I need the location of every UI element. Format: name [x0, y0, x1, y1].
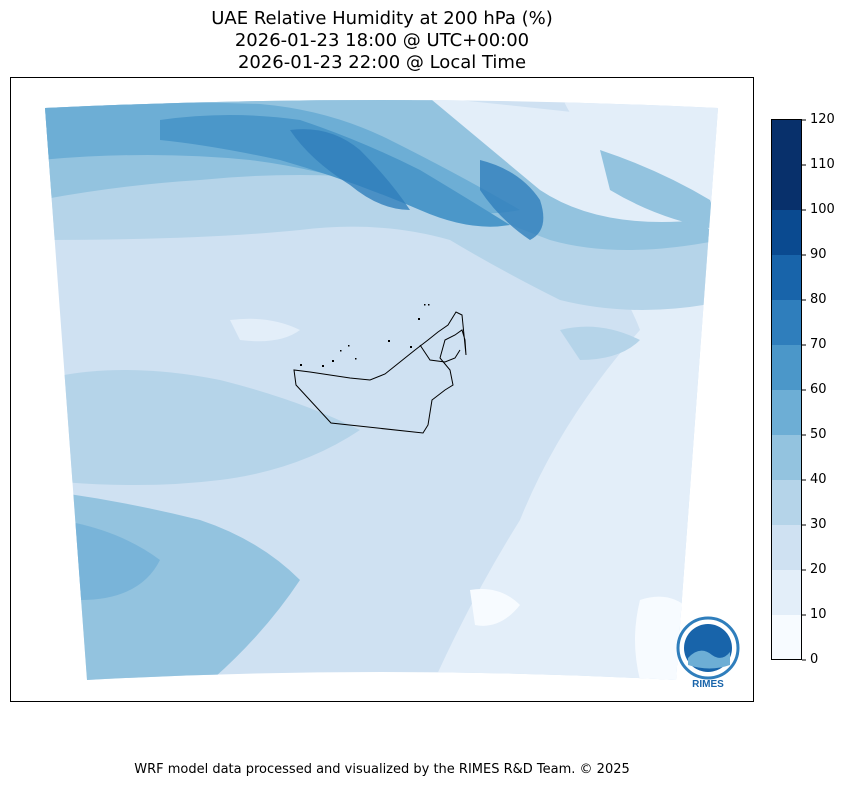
colorbar-segment: [772, 390, 802, 435]
colorbar-tick-label: 60: [810, 382, 827, 397]
colorbar-segment: [772, 525, 802, 570]
rimes-logo-text: RIMES: [692, 679, 724, 690]
footer-credit: WRF model data processed and visualized …: [134, 762, 630, 777]
title-line-2: 2026-01-23 18:00 @ UTC+00:00: [234, 30, 530, 51]
uae-boundary: [293, 311, 467, 434]
colorbar-tick-label: 50: [810, 427, 827, 442]
colorbar-ticks: [802, 119, 806, 661]
colorbar-tick-label: 90: [810, 247, 827, 262]
colorbar-segment: [772, 120, 802, 165]
colorbar-tick-label: 10: [810, 607, 827, 622]
colorbar-tick-label: 30: [810, 517, 827, 532]
colorbar-segment: [772, 480, 802, 525]
colorbar-segment: [772, 255, 802, 300]
colorbar-segment: [772, 210, 802, 255]
colorbar-tick-label: 120: [810, 112, 835, 127]
colorbar-segment: [772, 570, 802, 615]
colorbar-tick-label: 40: [810, 472, 827, 487]
colorbar-tick-label: 100: [810, 202, 835, 217]
colorbar-segment: [772, 345, 802, 390]
colorbar-tick-label: 110: [810, 157, 835, 172]
humidity-field: [45, 100, 718, 680]
colorbar-segment: [772, 615, 802, 660]
rimes-logo: RIMES: [676, 616, 740, 690]
title-line-1: UAE Relative Humidity at 200 hPa (%): [211, 8, 553, 29]
colorbar-segment: [772, 435, 802, 480]
colorbar-frame: [771, 119, 802, 660]
colorbar-tick-label: 20: [810, 562, 827, 577]
colorbar-segment: [772, 300, 802, 345]
title-line-3: 2026-01-23 22:00 @ Local Time: [237, 52, 527, 73]
colorbar-tick-label: 0: [810, 652, 819, 667]
colorbar-tick-label: 80: [810, 292, 827, 307]
colorbar-segment: [772, 165, 802, 210]
colorbar-tick-label: 70: [810, 337, 827, 352]
uae-islands: [300, 304, 430, 367]
colorbar: [772, 120, 802, 660]
